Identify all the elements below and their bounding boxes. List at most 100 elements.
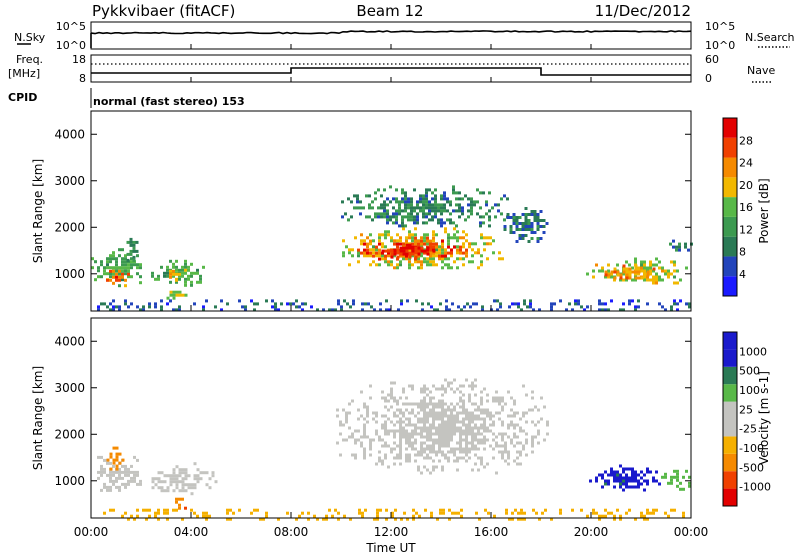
heatmap-cell <box>513 402 516 406</box>
heatmap-cell <box>106 260 109 264</box>
heatmap-cell <box>334 508 337 512</box>
heatmap-cell <box>354 453 357 457</box>
heatmap-cell <box>381 444 384 448</box>
heatmap-cell <box>357 408 360 412</box>
heatmap-cell <box>511 511 514 515</box>
heatmap-cell <box>431 191 434 195</box>
heatmap-cell <box>359 212 362 216</box>
heatmap-cell <box>468 450 471 454</box>
heatmap-cell <box>375 411 378 415</box>
heatmap-cell <box>432 239 435 243</box>
heatmap-cell <box>109 470 112 474</box>
heatmap-cell <box>154 511 157 515</box>
heatmap-cell <box>387 230 390 234</box>
heatmap-cell <box>97 305 100 309</box>
heatmap-cell <box>489 423 492 427</box>
heatmap-cell <box>178 506 181 510</box>
heatmap-cell <box>387 399 390 403</box>
heatmap-cell <box>592 269 595 273</box>
heatmap-cell <box>471 414 474 418</box>
heatmap-cell <box>396 263 399 267</box>
heatmap-cell <box>220 308 223 312</box>
heatmap-cell <box>537 420 540 424</box>
heatmap-cell <box>445 308 448 312</box>
heatmap-cell <box>477 447 480 451</box>
heatmap-cell <box>423 390 426 394</box>
heatmap-cell <box>474 432 477 436</box>
ytick-label: 1000 <box>54 267 85 281</box>
heatmap-cell <box>345 438 348 442</box>
heatmap-cell <box>447 417 450 421</box>
heatmap-cell <box>435 438 438 442</box>
heatmap-cell <box>446 200 449 204</box>
heatmap-cell <box>154 277 157 281</box>
heatmap-cell <box>401 188 404 192</box>
heatmap-cell <box>426 405 429 409</box>
heatmap-cell <box>431 218 434 222</box>
heatmap-cell <box>399 438 402 442</box>
heatmap-cell <box>477 248 480 252</box>
heatmap-cell <box>437 206 440 210</box>
heatmap-cell <box>646 467 649 471</box>
heatmap-cell <box>529 305 532 309</box>
heatmap-cell <box>483 441 486 445</box>
heatmap-cell <box>345 411 348 415</box>
heatmap-cell <box>425 215 428 219</box>
heatmap-cell <box>420 390 423 394</box>
heatmap-cell <box>426 411 429 415</box>
heatmap-cell <box>438 402 441 406</box>
heatmap-cell <box>414 249 418 253</box>
heatmap-cell <box>435 453 438 457</box>
heatmap-cell <box>510 408 513 412</box>
heatmap-cell <box>480 432 483 436</box>
heatmap-cell <box>226 517 229 521</box>
heatmap-cell <box>640 263 643 267</box>
heatmap-cell <box>426 242 429 246</box>
heatmap-cell <box>420 420 423 424</box>
heatmap-cell <box>604 270 608 274</box>
heatmap-cell <box>387 408 390 412</box>
heatmap-cell <box>640 470 643 474</box>
heatmap-cell <box>169 259 172 263</box>
heatmap-cell <box>474 435 477 439</box>
heatmap-cell <box>658 278 661 282</box>
heatmap-cell <box>505 511 508 515</box>
heatmap-cell <box>447 408 450 412</box>
colorbar-segment <box>723 118 737 138</box>
heatmap-cell <box>103 266 106 270</box>
heatmap-cell <box>103 458 106 462</box>
heatmap-cell <box>359 206 362 210</box>
heatmap-cell <box>366 251 369 255</box>
heatmap-cell <box>443 191 446 195</box>
heatmap-cell <box>462 236 465 240</box>
heatmap-cell <box>468 447 471 451</box>
heatmap-cell <box>388 308 391 312</box>
heatmap-cell <box>139 263 142 267</box>
heatmap-cell <box>414 402 417 406</box>
heatmap-cell <box>513 444 516 448</box>
heatmap-cell <box>423 384 426 388</box>
heatmap-cell <box>432 414 435 418</box>
heatmap-cell <box>504 402 507 406</box>
heatmap-cell <box>458 191 461 195</box>
heatmap-cell <box>447 251 450 255</box>
heatmap-cell <box>471 468 474 472</box>
heatmap-cell <box>423 236 426 240</box>
heatmap-cell <box>109 257 112 261</box>
heatmap-cell <box>363 417 366 421</box>
heatmap-cell <box>486 438 489 442</box>
heatmap-cell <box>396 245 399 249</box>
heatmap-cell <box>619 276 623 280</box>
heatmap-cell <box>429 426 432 430</box>
heatmap-cell <box>509 231 513 234</box>
heatmap-cell <box>601 302 604 306</box>
heatmap-cell <box>157 477 161 481</box>
heatmap-cell <box>646 275 649 279</box>
heatmap-cell <box>525 438 528 442</box>
heatmap-cell <box>412 508 415 512</box>
heatmap-cell <box>450 411 453 415</box>
heatmap-cell <box>342 251 345 255</box>
heatmap-cell <box>411 441 414 445</box>
heatmap-cell <box>163 480 167 484</box>
heatmap-cell <box>380 206 383 210</box>
